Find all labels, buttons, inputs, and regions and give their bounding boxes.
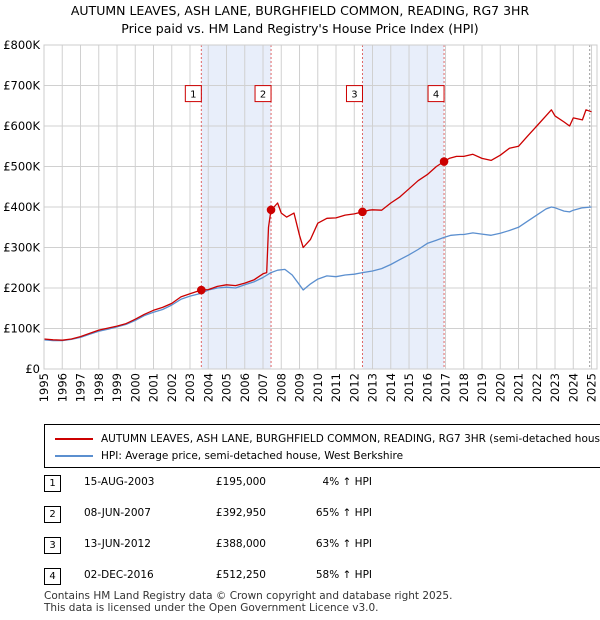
transaction-price: £392,950 [215, 507, 266, 519]
x-tick-label: 2008 [274, 373, 288, 402]
transaction-row: 3 13-JUN-2012 £388,000 63% ↑ HPI [0, 532, 600, 560]
x-tick-label: 2009 [293, 373, 307, 402]
x-tick-label: 2001 [147, 373, 161, 402]
x-tick-label: 1999 [110, 373, 124, 402]
property-series-line [43, 109, 592, 341]
transaction-number: 1 [44, 475, 61, 492]
x-tick-label: 1998 [92, 373, 106, 402]
y-tick-label: £500K [3, 160, 40, 174]
transaction-date: 15-AUG-2003 [84, 476, 155, 488]
sale-label: 3 [351, 90, 357, 101]
transaction-date: 02-DEC-2016 [84, 569, 154, 581]
transaction-row: 4 02-DEC-2016 £512,250 58% ↑ HPI [0, 563, 600, 591]
sale-point [439, 157, 449, 166]
x-tick-label: 2020 [493, 373, 507, 402]
transaction-hpi: 63% ↑ HPI [315, 538, 372, 550]
x-tick-label: 2015 [402, 373, 416, 402]
legend-swatch-red [55, 438, 93, 440]
x-tick-label: 2017 [439, 373, 453, 402]
x-tick-label: 2012 [347, 373, 361, 402]
plot-border [43, 44, 598, 370]
transaction-number: 4 [44, 568, 61, 585]
x-tick-label: 2023 [548, 373, 562, 402]
x-tick-label: 2005 [220, 373, 234, 402]
x-tick-label: 2022 [530, 373, 544, 402]
x-tick-label: 2004 [201, 373, 215, 402]
legend-label-hpi: HPI: Average price, semi-detached house,… [101, 450, 404, 462]
y-tick-label: £800K [3, 38, 40, 52]
transaction-price: £512,250 [215, 569, 266, 581]
sale-point [197, 285, 206, 295]
x-tick-label: 2019 [475, 373, 489, 402]
x-tick-label: 2025 [585, 373, 599, 402]
transaction-date: 08-JUN-2007 [84, 507, 151, 519]
transaction-row: 1 15-AUG-2003 £195,000 4% ↑ HPI [0, 470, 600, 498]
x-tick-label: 2003 [183, 373, 197, 402]
hpi-series-line [43, 206, 592, 342]
transaction-hpi: 58% ↑ HPI [315, 569, 372, 581]
sale-label: 2 [260, 90, 266, 101]
x-tick-label: 1997 [74, 373, 88, 402]
sale-label-box [254, 85, 272, 103]
footer-licence: This data is licensed under the Open Gov… [44, 602, 379, 614]
transaction-number: 2 [44, 506, 61, 523]
y-tick-label: £100K [3, 322, 40, 336]
transaction-row: 2 08-JUN-2007 £392,950 65% ↑ HPI [0, 501, 600, 529]
x-tick-label: 2007 [256, 373, 270, 402]
sale-point [266, 205, 276, 215]
x-tick-label: 2011 [329, 373, 343, 402]
x-tick-label: 2006 [238, 373, 252, 402]
legend-label-property: AUTUMN LEAVES, ASH LANE, BURGHFIELD COMM… [101, 433, 600, 445]
transaction-price: £195,000 [215, 476, 266, 488]
y-tick-label: £700K [3, 79, 40, 93]
x-tick-label: 2013 [366, 373, 380, 402]
x-tick-label: 2010 [311, 373, 325, 402]
sale-label-box [345, 85, 363, 103]
price-chart: £0 £100K £200K £300K £400K £500K £600K £700K £80… [3, 38, 599, 402]
y-tick-label: £200K [3, 281, 40, 295]
x-tick-label: 2021 [512, 373, 526, 402]
x-tick-label: 2024 [566, 373, 580, 402]
x-tick-label: 2002 [165, 373, 179, 402]
x-tick-label: 2000 [128, 373, 142, 402]
x-tick-label: 2014 [384, 373, 398, 402]
y-tick-label: £600K [3, 119, 40, 133]
transaction-hpi: 4% ↑ HPI [322, 476, 372, 488]
x-tick-label: 1995 [37, 373, 51, 402]
y-tick-label: £0 [25, 362, 40, 376]
sale-point [358, 207, 367, 217]
y-tick-label: £400K [3, 200, 40, 214]
transaction-date: 13-JUN-2012 [84, 538, 151, 550]
sale-label: 1 [190, 90, 196, 101]
x-tick-label: 2016 [420, 373, 434, 402]
legend-swatch-blue [55, 455, 93, 457]
x-tick-label: 2018 [457, 373, 471, 402]
x-tick-label: 1996 [55, 373, 69, 402]
sale-label-box [184, 85, 202, 103]
transaction-hpi: 65% ↑ HPI [315, 507, 372, 519]
transaction-number: 3 [44, 537, 61, 554]
sale-label: 4 [433, 90, 439, 101]
chart-title: AUTUMN LEAVES, ASH LANE, BURGHFIELD COMM… [70, 3, 530, 18]
sale-label-box [427, 85, 445, 103]
footer-copyright: Contains HM Land Registry data © Crown c… [44, 590, 453, 602]
chart-subtitle: Price paid vs. HM Land Registry's House … [121, 21, 479, 36]
transaction-price: £388,000 [215, 538, 266, 550]
legend: AUTUMN LEAVES, ASH LANE, BURGHFIELD COMM… [44, 424, 600, 468]
y-tick-label: £300K [3, 241, 40, 255]
